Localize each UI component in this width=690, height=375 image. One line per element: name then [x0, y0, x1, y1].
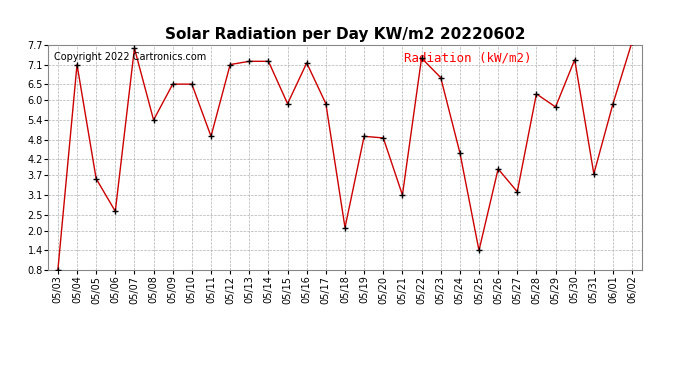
Text: Copyright 2022 Cartronics.com: Copyright 2022 Cartronics.com [55, 52, 206, 62]
Text: Radiation (kW/m2): Radiation (kW/m2) [404, 52, 532, 65]
Title: Solar Radiation per Day KW/m2 20220602: Solar Radiation per Day KW/m2 20220602 [165, 27, 525, 42]
